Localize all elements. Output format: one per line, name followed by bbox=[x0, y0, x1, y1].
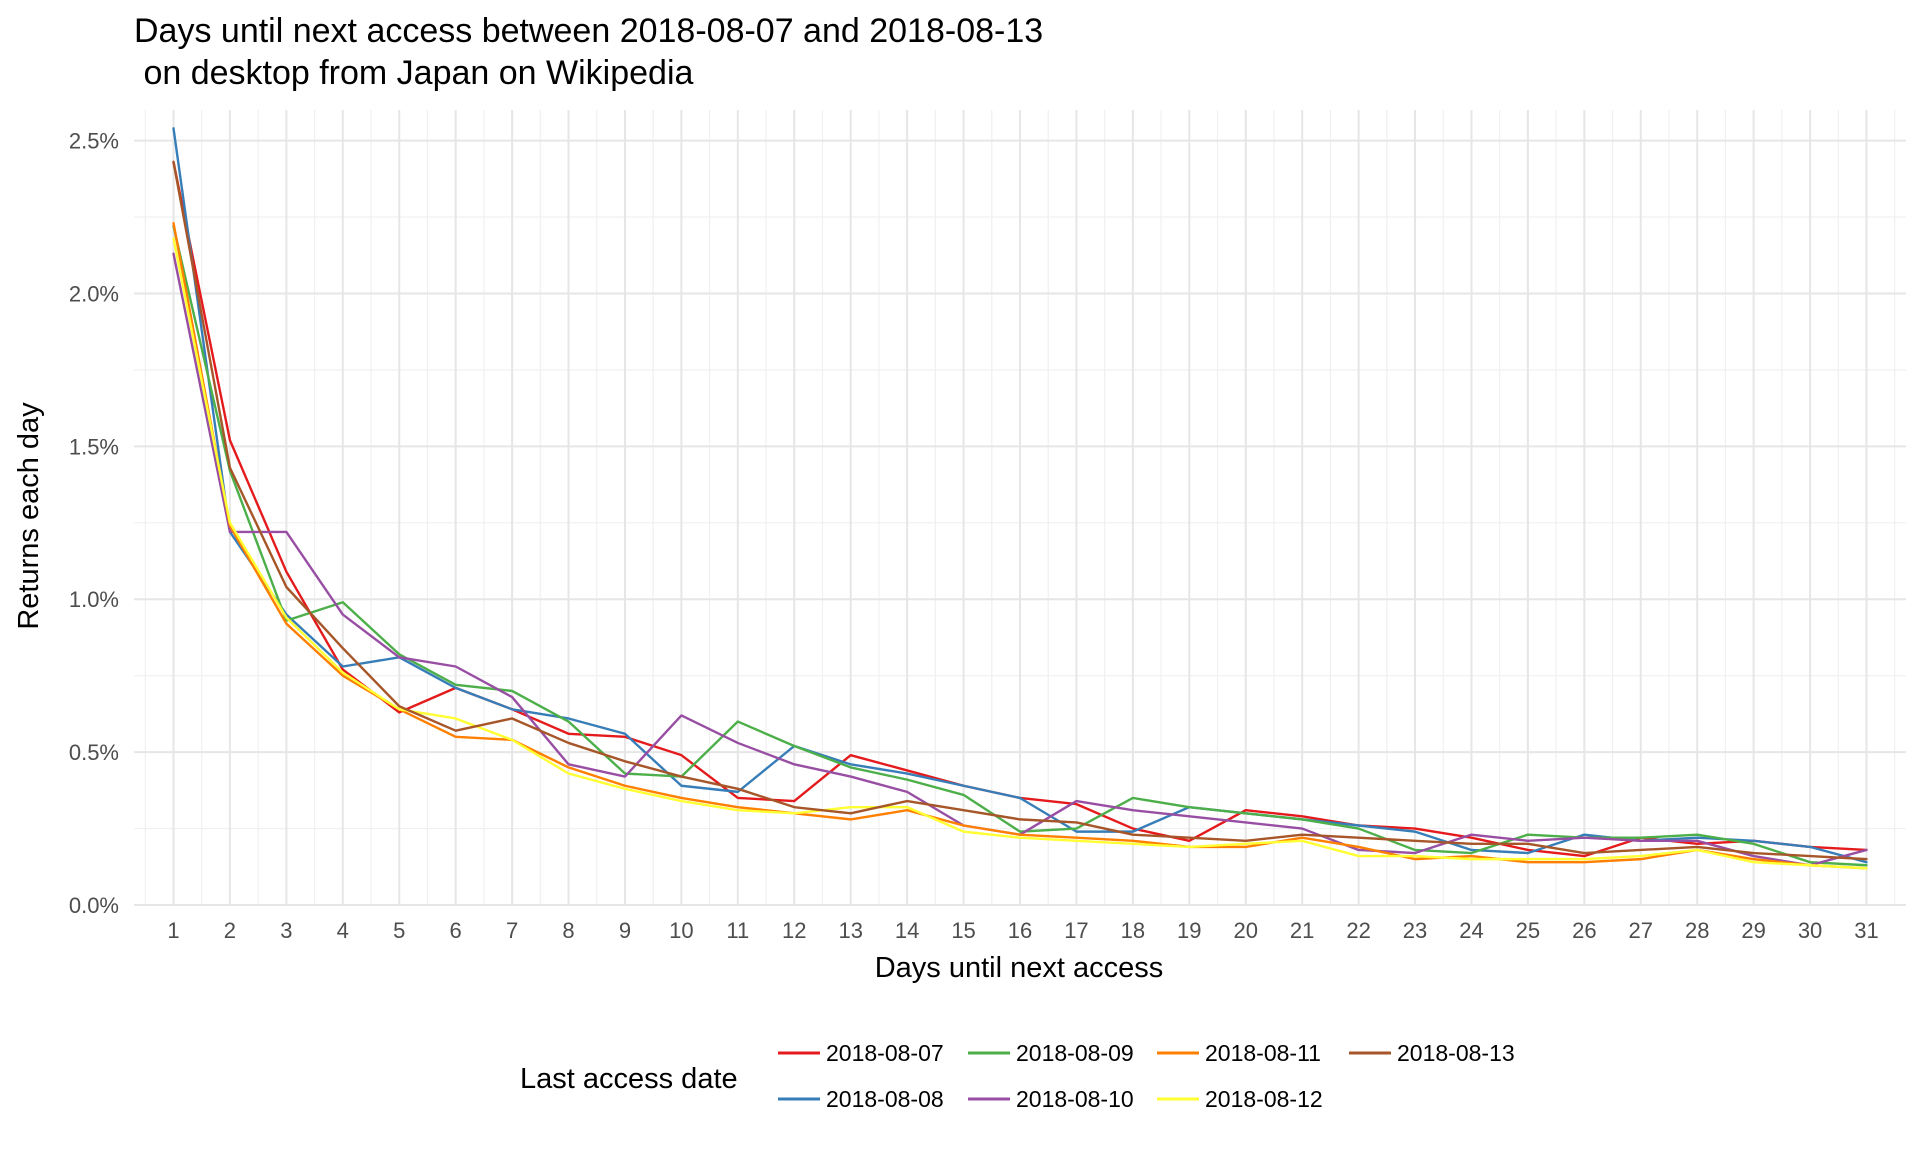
x-tick-label: 24 bbox=[1459, 918, 1483, 943]
chart-title-line1: Days until next access between 2018-08-0… bbox=[134, 12, 1043, 50]
x-tick-label: 16 bbox=[1008, 918, 1032, 943]
x-tick-label: 2 bbox=[224, 918, 236, 943]
x-tick-label: 27 bbox=[1629, 918, 1653, 943]
y-tick-label: 0.0% bbox=[69, 893, 119, 918]
y-tick-label: 0.5% bbox=[69, 740, 119, 765]
x-axis-tick-labels: 1 2 3 4 5 6 7 8 9 10 11 12 13 14 15 16 17 18 19 20 21 22 23 24 2… bbox=[167, 918, 1878, 943]
x-tick-label: 7 bbox=[506, 918, 518, 943]
x-tick-label: 23 bbox=[1403, 918, 1427, 943]
chart-title-line2: on desktop from Japan on Wikipedia bbox=[134, 54, 694, 92]
y-axis-tick-labels: 0.0% 0.5% 1.0% 1.5% 2.0% 2.5% bbox=[69, 129, 119, 918]
legend-label: 2018-08-08 bbox=[826, 1086, 944, 1112]
x-tick-label: 6 bbox=[450, 918, 462, 943]
legend-label: 2018-08-12 bbox=[1205, 1086, 1323, 1112]
x-tick-label: 15 bbox=[951, 918, 975, 943]
legend-label: 2018-08-11 bbox=[1205, 1040, 1321, 1066]
legend-label: 2018-08-13 bbox=[1397, 1040, 1515, 1066]
series-line-2018-08-13 bbox=[172, 160, 1868, 861]
x-tick-label: 3 bbox=[280, 918, 292, 943]
x-tick-label: 1 bbox=[167, 918, 179, 943]
legend-item-2018-08-08: 2018-08-08 bbox=[778, 1086, 944, 1112]
y-tick-label: 1.5% bbox=[69, 434, 119, 459]
series-line-2018-08-12 bbox=[172, 237, 1868, 870]
y-tick-label: 1.0% bbox=[69, 587, 119, 612]
x-tick-label: 9 bbox=[619, 918, 631, 943]
legend-item-2018-08-13: 2018-08-13 bbox=[1349, 1040, 1515, 1066]
legend-label: 2018-08-10 bbox=[1016, 1086, 1134, 1112]
x-tick-label: 8 bbox=[562, 918, 574, 943]
x-tick-label: 26 bbox=[1572, 918, 1596, 943]
x-tick-label: 18 bbox=[1121, 918, 1145, 943]
x-tick-label: 29 bbox=[1741, 918, 1765, 943]
legend-item-2018-08-12: 2018-08-12 bbox=[1157, 1086, 1323, 1112]
legend-item-2018-08-07: 2018-08-07 bbox=[778, 1040, 944, 1066]
x-tick-label: 12 bbox=[782, 918, 806, 943]
x-tick-label: 13 bbox=[838, 918, 862, 943]
x-tick-label: 14 bbox=[895, 918, 919, 943]
legend-item-2018-08-10: 2018-08-10 bbox=[968, 1086, 1134, 1112]
legend-label: 2018-08-07 bbox=[826, 1040, 944, 1066]
series-lines bbox=[172, 127, 1868, 870]
x-tick-label: 4 bbox=[337, 918, 349, 943]
y-axis-title: Returns each day bbox=[13, 402, 45, 630]
x-tick-label: 28 bbox=[1685, 918, 1709, 943]
x-tick-label: 22 bbox=[1346, 918, 1370, 943]
legend: Last access date 2018-08-07 2018-08-08 201… bbox=[520, 1040, 1515, 1112]
x-tick-label: 5 bbox=[393, 918, 405, 943]
x-tick-label: 31 bbox=[1854, 918, 1878, 943]
y-tick-label: 2.0% bbox=[69, 281, 119, 306]
x-tick-label: 21 bbox=[1290, 918, 1314, 943]
legend-title: Last access date bbox=[520, 1063, 738, 1095]
x-tick-label: 19 bbox=[1177, 918, 1201, 943]
x-axis-title: Days until next access bbox=[875, 952, 1164, 984]
x-tick-label: 17 bbox=[1064, 918, 1088, 943]
grid bbox=[134, 110, 1906, 906]
x-tick-label: 10 bbox=[669, 918, 693, 943]
x-tick-label: 25 bbox=[1516, 918, 1540, 943]
legend-item-2018-08-09: 2018-08-09 bbox=[968, 1040, 1134, 1066]
x-tick-label: 11 bbox=[726, 918, 749, 943]
y-tick-label: 2.5% bbox=[69, 129, 119, 154]
x-tick-label: 30 bbox=[1798, 918, 1822, 943]
legend-label: 2018-08-09 bbox=[1016, 1040, 1134, 1066]
legend-item-2018-08-11: 2018-08-11 bbox=[1157, 1040, 1321, 1066]
series-line-2018-08-08 bbox=[172, 127, 1868, 864]
series-line-2018-08-11 bbox=[172, 221, 1868, 870]
x-tick-label: 20 bbox=[1233, 918, 1257, 943]
